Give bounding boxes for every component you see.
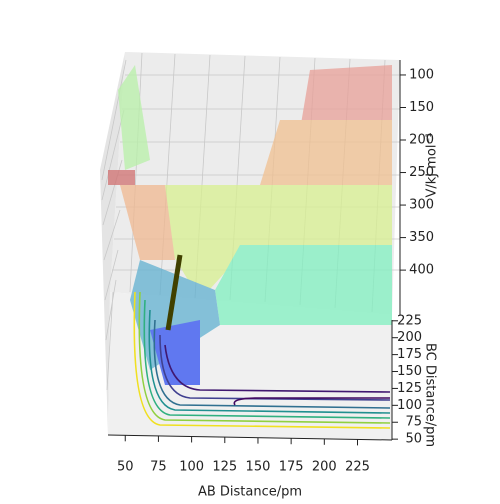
surface-patch [300,65,392,130]
contour [233,397,390,406]
x-axis-line [107,434,393,441]
surface-patch [150,320,200,385]
surface-patch [260,120,392,185]
z-tick-label: 200 [409,133,434,148]
x-tick-label: 75 [150,460,167,475]
contour [159,334,391,401]
y-tick-label: 100 [397,398,422,413]
x-tick-label: 50 [117,460,134,475]
x-tick-label: 175 [279,460,304,475]
z-tick-label: 150 [409,100,434,115]
y-tick-label: 225 [397,313,422,328]
contours [133,254,391,429]
axes [107,60,401,441]
y-tick-label: 75 [405,415,422,430]
y-tick-label: 50 [405,432,422,447]
y-tick-label: 175 [397,347,422,362]
contour [148,309,391,414]
z-tick-label: 400 [409,263,434,278]
z-axis-label: V/kJ mol⁻¹ [425,132,440,197]
y-tick-label: 200 [397,330,422,345]
x-tick-label: 125 [212,460,237,475]
x-tick-label: 200 [312,460,337,475]
z-tick-label: 100 [409,67,434,82]
x-tick-label: 100 [179,460,204,475]
surface [108,65,392,385]
z-tick-label: 250 [409,165,434,180]
surface-patch [108,170,135,185]
surface-patch [165,185,392,300]
surface-patch [215,245,392,325]
x-tick-label: 150 [246,460,271,475]
contour [164,344,391,393]
surface-patch [118,65,150,170]
y-tick-label: 150 [397,364,422,379]
pane-grid [101,59,127,391]
contour [133,291,391,429]
contour [138,291,391,424]
y-tick-label: 125 [397,381,422,396]
surface-patch [130,260,220,370]
z-tick-label: 300 [409,198,434,213]
contour [143,299,391,419]
trajectory [165,254,183,331]
surface-patch [120,185,175,260]
z-tick-label: 350 [409,230,434,245]
contour [153,319,391,409]
y-axis-label: BC Distance/pm [423,343,438,447]
x-axis-label: AB Distance/pm [198,485,302,500]
x-tick-label: 225 [345,460,370,475]
